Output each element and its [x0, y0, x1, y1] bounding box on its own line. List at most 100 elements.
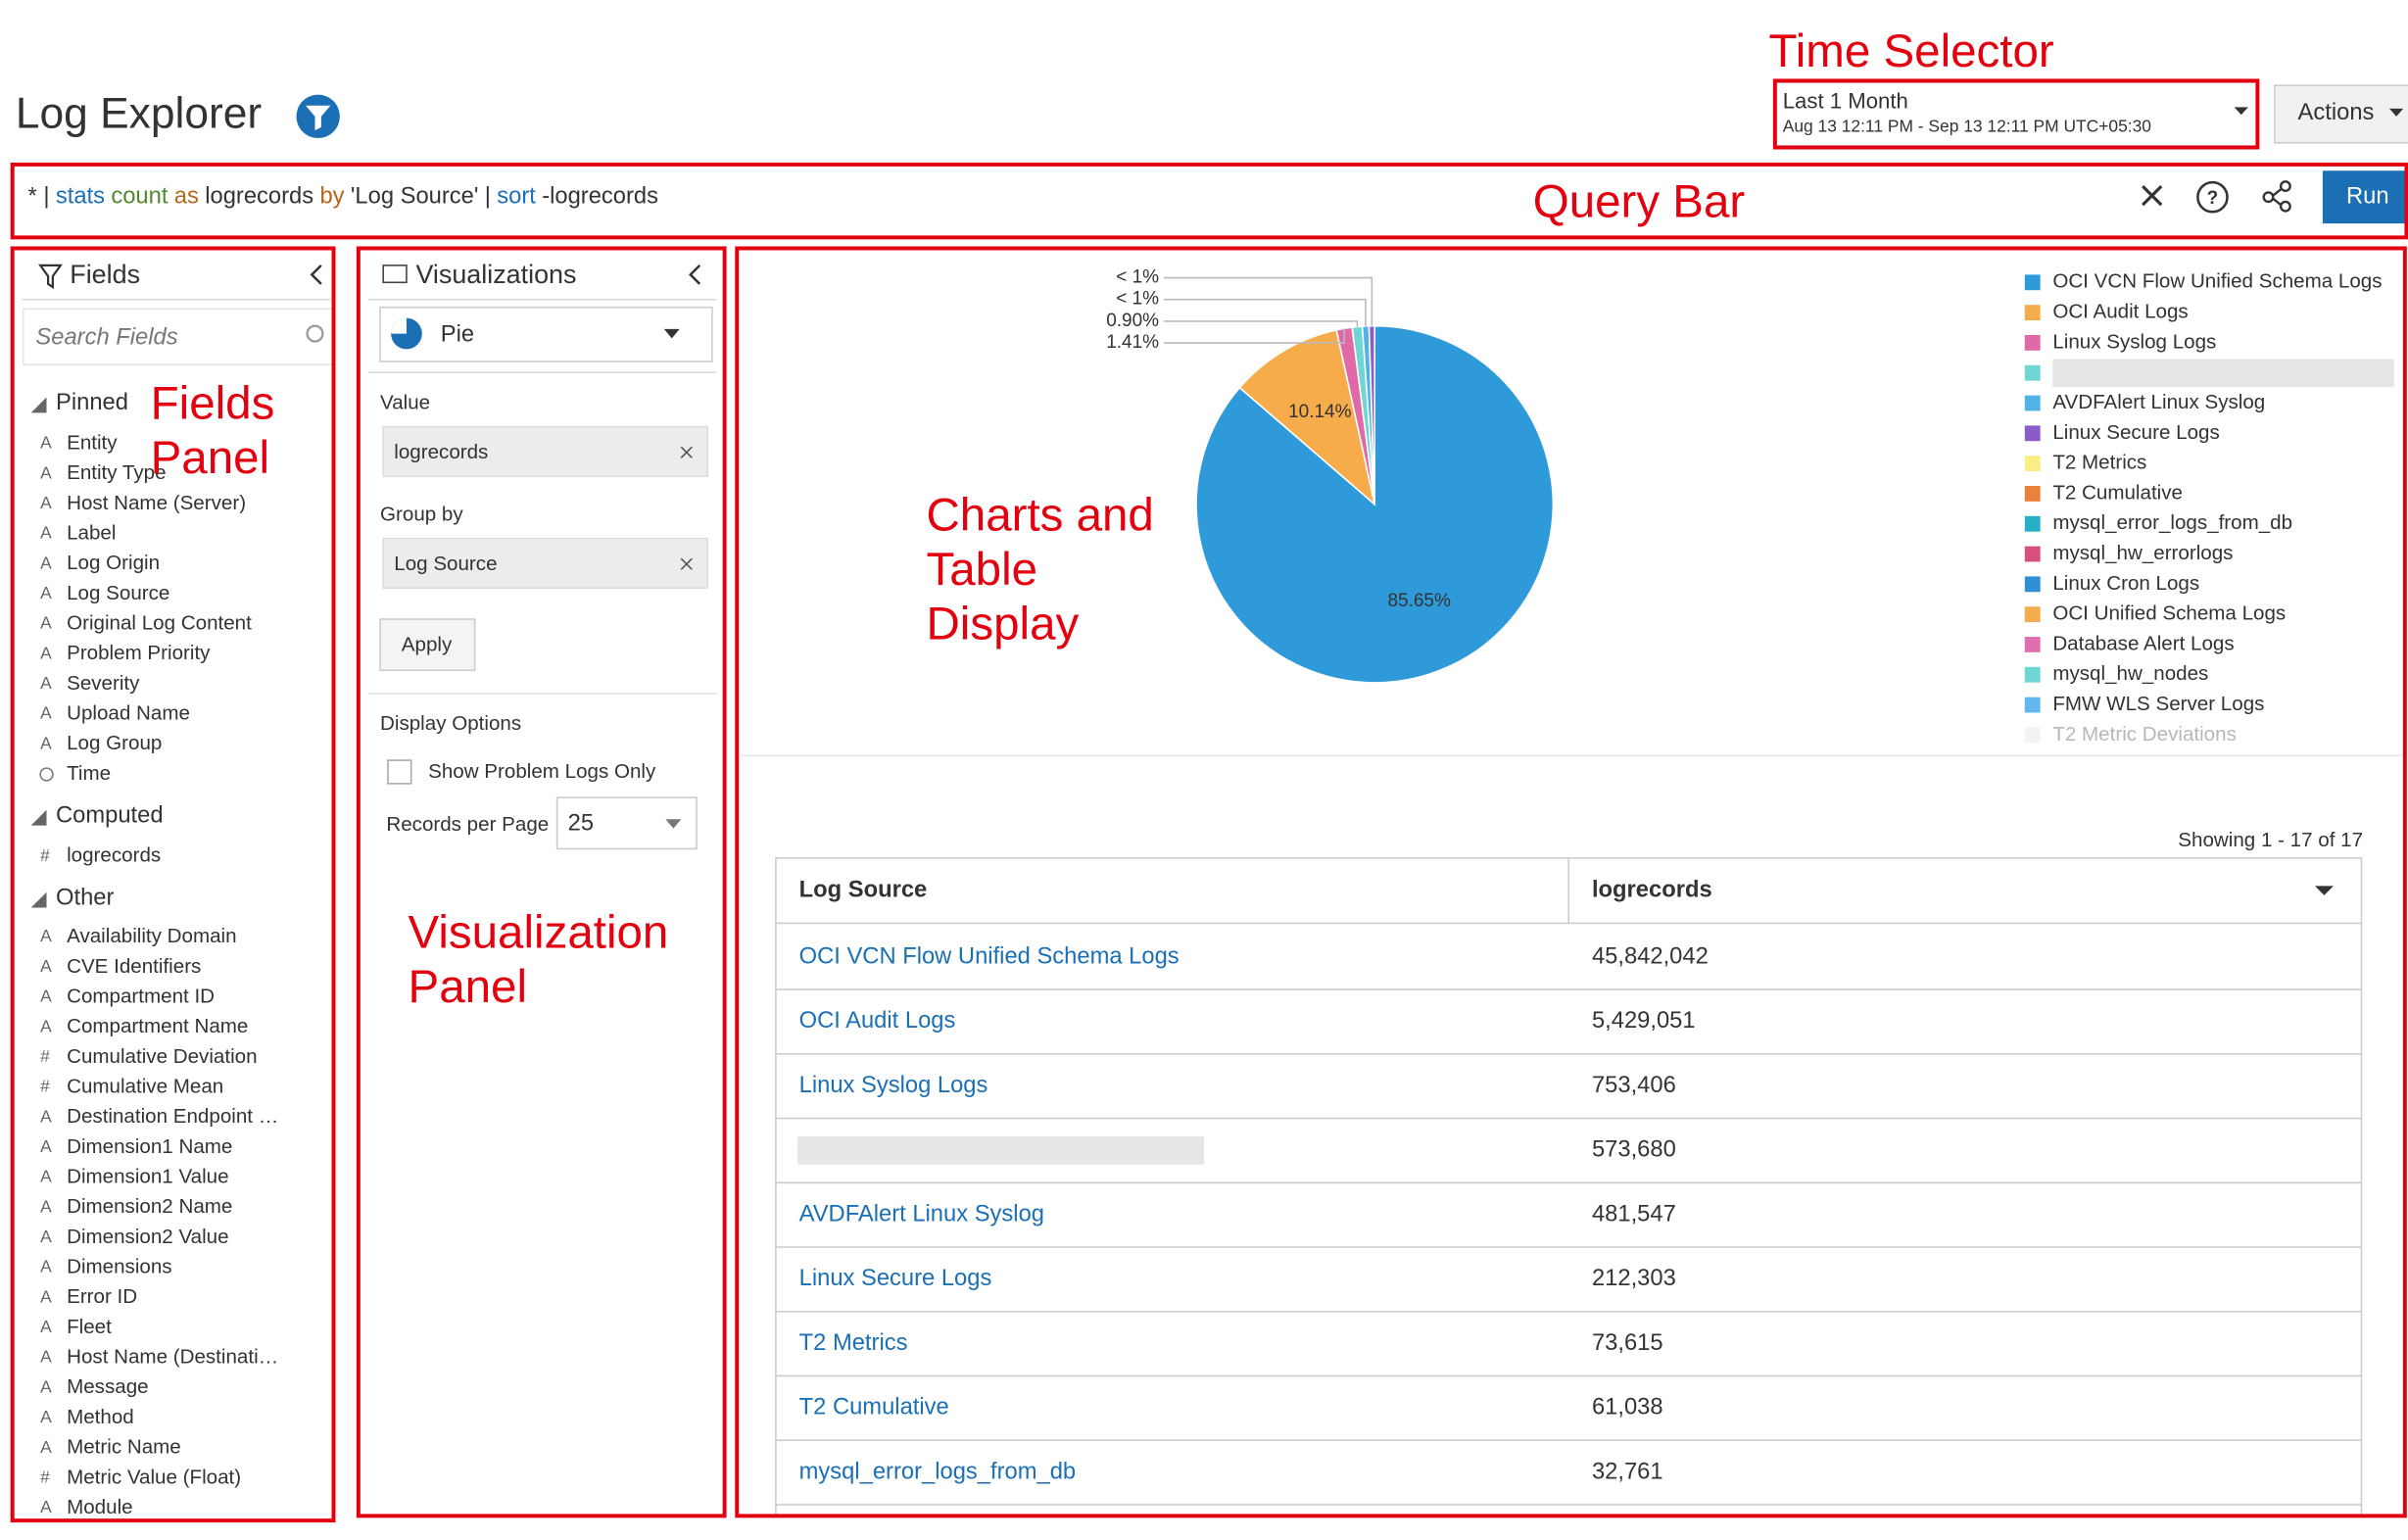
table-cell: 32,761	[1592, 1458, 1663, 1484]
run-button[interactable]	[2322, 170, 2408, 224]
table-link[interactable]: Linux Syslog Logs	[799, 1072, 988, 1098]
legend-label[interactable]: OCI Audit Logs	[2052, 301, 2188, 323]
annotation-box	[10, 162, 2408, 240]
table-cell: 5,429,051	[1592, 1007, 1696, 1034]
field-name[interactable]: Dimension1 Name	[67, 1135, 232, 1158]
field-name[interactable]: Entity Type	[67, 461, 166, 484]
remove-group-by[interactable]	[680, 557, 693, 570]
group-toggle[interactable]	[30, 891, 47, 908]
collapse-viz[interactable]	[688, 264, 701, 285]
group-toggle[interactable]	[30, 397, 47, 413]
field-name[interactable]: Log Origin	[67, 552, 160, 574]
field-name[interactable]: Problem Priority	[67, 642, 211, 664]
viz-icon	[382, 265, 408, 284]
field-name[interactable]: Fleet	[67, 1316, 112, 1338]
field-type-icon: A	[40, 926, 52, 945]
field-name[interactable]: Dimensions	[67, 1256, 172, 1278]
legend-label[interactable]: Linux Syslog Logs	[2052, 330, 2216, 353]
checkbox[interactable]	[387, 759, 412, 785]
table-link[interactable]: OCI Audit Logs	[799, 1007, 956, 1034]
legend-label[interactable]: FMW WLS Server Logs	[2052, 693, 2264, 715]
field-type-icon: #	[40, 1077, 50, 1096]
field-name[interactable]: Dimension2 Value	[67, 1226, 228, 1248]
query-text: * | stats count as logrecords by 'Log Source' |…	[28, 182, 659, 209]
table-cell: 73,615	[1592, 1329, 1663, 1356]
field-type-icon: A	[40, 643, 52, 662]
pie-icon-cut	[391, 317, 407, 334]
field-name[interactable]: Entity	[67, 431, 118, 454]
field-type-icon: A	[40, 987, 52, 1006]
field-name[interactable]: Host Name (Server)	[67, 492, 246, 514]
field-name[interactable]: Dimension1 Value	[67, 1166, 228, 1188]
group-toggle[interactable]	[30, 809, 47, 826]
field-name[interactable]: Host Name (Destinati…	[67, 1346, 278, 1369]
legend-label[interactable]: Database Alert Logs	[2052, 632, 2234, 654]
sort-arrow[interactable]	[2314, 886, 2334, 895]
group-by-chip[interactable]	[382, 537, 708, 590]
field-name[interactable]: Cumulative Mean	[67, 1075, 223, 1097]
field-name[interactable]: Log Source	[67, 582, 169, 604]
legend-swatch	[2024, 515, 2041, 532]
field-name[interactable]: Availability Domain	[67, 925, 236, 947]
time-selector[interactable]	[1775, 81, 2259, 147]
query-token: sort	[497, 182, 536, 209]
field-name[interactable]: Log Group	[67, 732, 162, 754]
field-name[interactable]: Upload Name	[67, 702, 190, 725]
share-icon[interactable]	[2262, 180, 2291, 213]
field-name[interactable]: logrecords	[67, 844, 161, 867]
legend-label[interactable]: mysql_error_logs_from_db	[2052, 511, 2292, 534]
table-link[interactable]: T2 Metrics	[799, 1329, 908, 1356]
table-link[interactable]: Linux Secure Logs	[799, 1265, 992, 1291]
field-name[interactable]: Metric Name	[67, 1436, 181, 1459]
field-name[interactable]: Message	[67, 1375, 149, 1398]
pie-chart: 85.65%10.14%< 1%< 1%0.90%1.41%	[1106, 267, 1555, 684]
legend-label[interactable]: T2 Cumulative	[2052, 481, 2183, 504]
query-token: by	[319, 182, 344, 209]
field-type-icon: A	[40, 1257, 52, 1276]
field-name[interactable]: Method	[67, 1406, 134, 1428]
legend-label[interactable]: T2 Metric Deviations	[2052, 723, 2237, 746]
table-link[interactable]: OCI VCN Flow Unified Schema Logs	[799, 943, 1180, 970]
field-type-icon: A	[40, 1497, 52, 1516]
field-name[interactable]: Error ID	[67, 1285, 137, 1308]
clear-query[interactable]	[2142, 184, 2163, 207]
field-type-icon: A	[40, 1407, 52, 1426]
help-icon[interactable]	[2196, 180, 2229, 214]
column-header[interactable]: Log Source	[799, 876, 928, 902]
field-name[interactable]: Module	[67, 1496, 133, 1518]
field-name[interactable]: Compartment Name	[67, 1015, 248, 1037]
viz-type: Pie	[441, 320, 474, 347]
remove-value[interactable]	[680, 446, 693, 458]
viz-type-select[interactable]	[379, 306, 713, 362]
legend-label[interactable]: OCI VCN Flow Unified Schema Logs	[2052, 270, 2382, 293]
table-link[interactable]: AVDFAlert Linux Syslog	[799, 1200, 1044, 1227]
field-name[interactable]: Original Log Content	[67, 612, 252, 635]
table-link[interactable]: T2 Cumulative	[799, 1394, 949, 1420]
field-name[interactable]: CVE Identifiers	[67, 955, 201, 978]
actions-button[interactable]	[2274, 84, 2408, 144]
field-name[interactable]: Label	[67, 521, 116, 544]
field-name[interactable]: Metric Value (Float)	[67, 1466, 241, 1488]
legend-label[interactable]: AVDFAlert Linux Syslog	[2052, 391, 2265, 413]
leader-line	[1163, 298, 1367, 326]
legend-label[interactable]: mysql_hw_errorlogs	[2052, 542, 2233, 564]
collapse-fields[interactable]	[310, 264, 322, 285]
apply-button[interactable]	[379, 618, 476, 672]
field-name[interactable]: Compartment ID	[67, 985, 215, 1007]
legend-label[interactable]: T2 Metrics	[2052, 452, 2146, 474]
table-link[interactable]: mysql_error_logs_from_db	[799, 1458, 1076, 1484]
field-name[interactable]: Destination Endpoint …	[67, 1105, 278, 1128]
legend-label[interactable]: Linux Cron Logs	[2052, 572, 2199, 595]
value-chip[interactable]	[382, 425, 708, 478]
column-header[interactable]: logrecords	[1592, 876, 1712, 902]
field-type-icon: #	[40, 1046, 50, 1066]
field-name[interactable]: Dimension2 Name	[67, 1195, 232, 1218]
field-name[interactable]: Time	[67, 762, 111, 785]
legend-label[interactable]: Linux Secure Logs	[2052, 421, 2219, 444]
field-name[interactable]: Severity	[67, 672, 140, 695]
legend-label[interactable]: OCI Unified Schema Logs	[2052, 602, 2286, 625]
field-name[interactable]: Cumulative Deviation	[67, 1045, 257, 1068]
legend-label[interactable]: mysql_hw_nodes	[2052, 662, 2208, 685]
time-range: Last 1 Month	[1783, 88, 1908, 113]
